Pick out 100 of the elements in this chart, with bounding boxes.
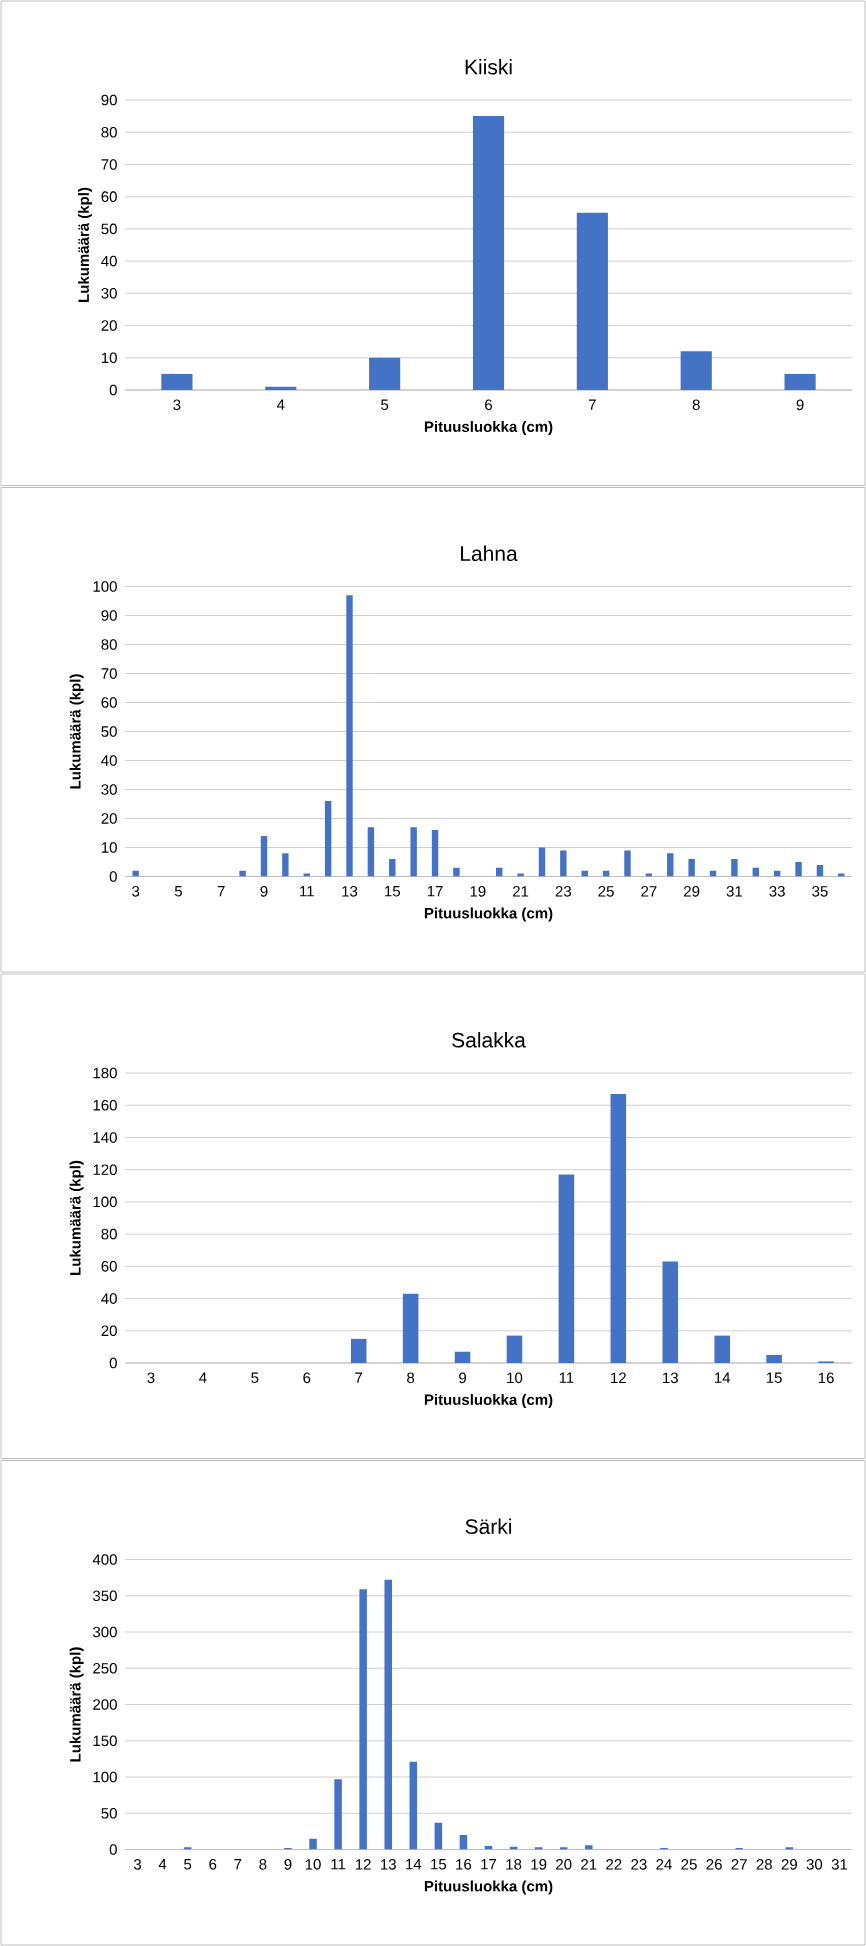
x-tick-label: 27: [641, 886, 657, 897]
chart-title: Lahna: [461, 545, 518, 562]
x-tick-label: 5: [381, 399, 389, 410]
x-tick-label: 14: [406, 1859, 422, 1870]
x-tick-label: 22: [606, 1859, 622, 1870]
y-tick-label: 400: [92, 1554, 117, 1565]
y-tick-label: 60: [101, 697, 117, 708]
y-tick-label: 300: [93, 1626, 117, 1638]
y-tick-label: 70: [101, 668, 117, 679]
bar: [410, 827, 417, 877]
bar: [459, 1835, 468, 1850]
x-axis-title: Pituusluokka (cm): [424, 420, 553, 435]
x-tick-label: 15: [385, 886, 400, 897]
y-tick-label: 0: [109, 871, 117, 882]
y-tick-label: 70: [101, 159, 117, 170]
bar: [560, 850, 567, 877]
y-tick-label: 30: [101, 288, 117, 299]
bar: [766, 1354, 782, 1364]
x-tick-label: 13: [381, 1859, 396, 1870]
x-tick-label: 17: [481, 1859, 497, 1870]
x-tick-label: 15: [431, 1859, 447, 1870]
y-tick-label: 40: [101, 255, 117, 267]
y-tick-label: 40: [101, 755, 117, 766]
y-tick-label: 100: [93, 581, 117, 592]
bar: [610, 1093, 627, 1364]
x-tick-label: 5: [174, 886, 182, 897]
x-tick-label: 4: [158, 1859, 167, 1870]
x-tick-label: 10: [507, 1372, 523, 1384]
y-tick-label: 80: [101, 639, 117, 650]
x-tick-label: 9: [459, 1372, 466, 1384]
bar: [585, 1845, 593, 1850]
x-tick-label: 27: [731, 1859, 747, 1870]
bar: [359, 1589, 367, 1850]
y-tick-label: 60: [101, 191, 117, 202]
y-tick-label: 50: [101, 726, 117, 737]
y-tick-label: 100: [93, 1196, 117, 1208]
x-tick-label: 3: [173, 399, 181, 411]
y-tick-label: 120: [93, 1164, 117, 1175]
y-tick-label: 0: [109, 1844, 117, 1855]
bar: [265, 386, 297, 390]
x-tick-label: 11: [559, 1372, 574, 1383]
y-tick-label: 60: [101, 1261, 117, 1272]
bar: [731, 859, 738, 877]
x-tick-label: 26: [706, 1859, 722, 1870]
y-tick-label: 100: [93, 1771, 117, 1783]
bar: [324, 801, 332, 877]
bar: [369, 357, 401, 390]
x-tick-label: 16: [456, 1859, 472, 1870]
y-tick-label: 80: [101, 1228, 117, 1240]
bar: [667, 853, 674, 877]
x-tick-label: 19: [470, 886, 486, 897]
x-tick-label: 6: [485, 399, 493, 411]
x-tick-label: 29: [781, 1859, 797, 1870]
y-axis-title: Lukumäärä (kpl): [69, 1647, 84, 1762]
x-tick-label: 20: [556, 1859, 572, 1870]
bar: [384, 1579, 392, 1850]
y-tick-label: 20: [101, 813, 117, 824]
x-tick-label: 35: [812, 886, 828, 897]
y-tick-label: 20: [101, 1325, 117, 1337]
x-tick-label: 25: [598, 886, 614, 897]
bar: [309, 1838, 317, 1850]
x-tick-label: 31: [726, 886, 743, 897]
x-tick-label: 7: [217, 886, 225, 897]
bar: [409, 1761, 418, 1850]
bar: [662, 1261, 679, 1364]
y-tick-label: 80: [101, 126, 117, 138]
x-tick-label: 21: [512, 886, 529, 897]
bar: [795, 862, 802, 877]
chart-title: Salakka: [452, 1032, 526, 1048]
x-tick-label: 6: [209, 1859, 217, 1870]
bar: [558, 1174, 575, 1364]
bar: [624, 850, 631, 877]
x-tick-label: 13: [342, 886, 358, 897]
x-tick-label: 21: [581, 1859, 597, 1870]
x-tick-label: 7: [234, 1859, 242, 1870]
x-tick-label: 10: [305, 1859, 321, 1870]
chart-title: Särki: [465, 1518, 512, 1535]
bar: [334, 1779, 342, 1850]
bar: [367, 827, 375, 877]
x-tick-label: 28: [756, 1859, 772, 1870]
y-tick-label: 0: [109, 384, 117, 396]
y-tick-label: 0: [109, 1357, 117, 1369]
bar: [346, 595, 353, 877]
x-tick-label: 25: [681, 1859, 697, 1870]
y-tick-label: 140: [93, 1132, 117, 1143]
y-tick-label: 90: [101, 94, 117, 106]
y-tick-label: 180: [93, 1067, 117, 1079]
x-tick-label: 19: [531, 1859, 547, 1870]
x-tick-label: 8: [692, 399, 700, 411]
bar: [282, 853, 289, 877]
bar: [680, 351, 712, 390]
x-tick-label: 7: [355, 1372, 363, 1383]
x-tick-label: 6: [303, 1372, 311, 1384]
bar: [538, 847, 546, 877]
bar: [472, 116, 505, 390]
x-tick-label: 17: [427, 886, 443, 897]
y-tick-label: 150: [93, 1735, 117, 1747]
y-axis-title: Lukumäärä (kpl): [77, 187, 92, 302]
bar: [402, 1293, 419, 1364]
y-tick-label: 200: [93, 1699, 117, 1710]
